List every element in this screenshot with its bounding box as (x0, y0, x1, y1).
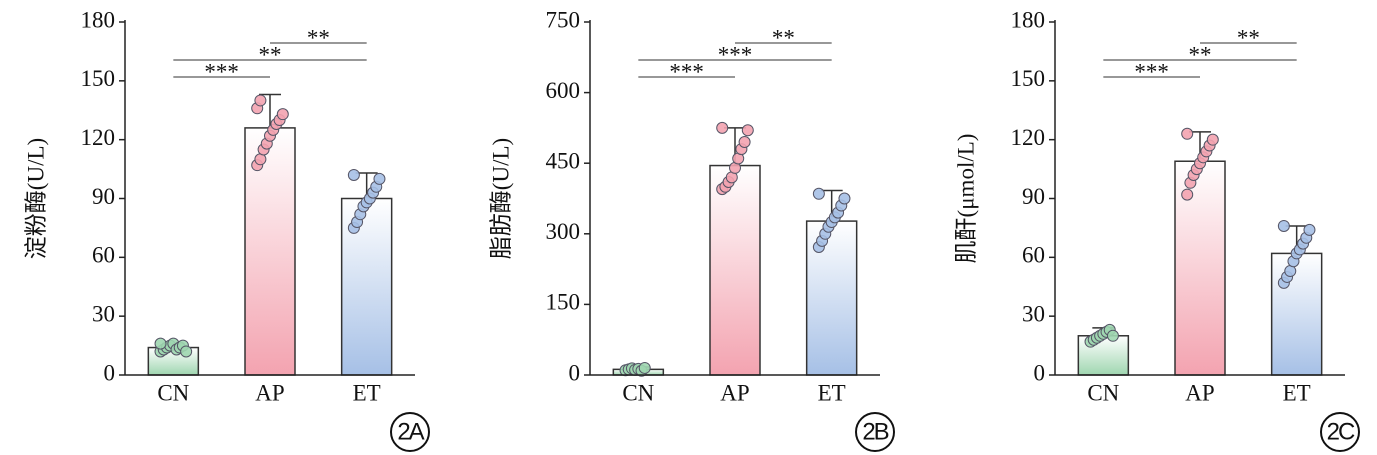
data-point (1181, 127, 1194, 140)
data-point (638, 361, 651, 374)
y-tick-label: 90 (92, 184, 115, 209)
y-tick-label: 150 (81, 66, 116, 91)
data-point (180, 345, 193, 358)
data-point (812, 187, 825, 200)
y-axis-label: 淀粉酶(U/L) (23, 138, 48, 259)
panel-label: 2A (397, 418, 424, 445)
y-tick-label: 300 (546, 219, 581, 244)
x-tick-label: CN (1087, 380, 1119, 405)
y-axis-label: 脂肪酶(U/L) (488, 138, 513, 259)
data-point (276, 108, 289, 121)
y-tick-label: 450 (546, 148, 581, 173)
x-tick-label: ET (1283, 380, 1311, 405)
data-point (373, 172, 386, 185)
significance-label: ** (772, 25, 795, 50)
significance-label: *** (718, 42, 753, 67)
y-tick-label: 180 (1011, 7, 1046, 32)
y-tick-label: 120 (81, 125, 116, 150)
data-point (254, 94, 267, 107)
bar (1270, 252, 1323, 376)
bar (709, 164, 761, 376)
significance-label: *** (204, 59, 239, 84)
x-tick-label: AP (1185, 380, 1214, 405)
y-tick-label: 30 (92, 301, 115, 326)
y-tick-label: 0 (569, 360, 581, 385)
data-point (347, 168, 360, 181)
data-point (1303, 223, 1316, 236)
data-point (741, 124, 754, 137)
data-point (1277, 219, 1290, 232)
data-point (738, 136, 751, 149)
panel-label-circle (1320, 412, 1360, 452)
y-tick-label: 30 (1022, 301, 1045, 326)
y-tick-label: 600 (546, 78, 581, 103)
significance-label: ** (307, 25, 330, 50)
x-tick-label: AP (720, 380, 749, 405)
panel-label: 2B (862, 418, 888, 445)
significance-label: ** (259, 42, 282, 67)
y-tick-label: 150 (546, 290, 581, 315)
significance-label: *** (669, 59, 704, 84)
y-tick-label: 90 (1022, 184, 1045, 209)
data-point (838, 192, 851, 205)
significance-label: ** (1189, 42, 1212, 67)
significance-label: *** (1134, 59, 1169, 84)
y-axis-label: 肌酐(μmol/L) (953, 134, 978, 264)
data-point (1181, 188, 1194, 201)
data-point (716, 121, 729, 134)
panel-label: 2C (1327, 418, 1355, 445)
panel-label-circle (390, 412, 430, 452)
x-tick-label: CN (622, 380, 654, 405)
y-tick-label: 750 (546, 7, 581, 32)
x-tick-label: AP (255, 380, 284, 405)
significance-label: ** (1237, 25, 1260, 50)
y-tick-label: 180 (81, 7, 116, 32)
data-point (1206, 133, 1219, 146)
x-tick-label: ET (353, 380, 381, 405)
x-tick-label: ET (818, 380, 846, 405)
x-tick-label: CN (157, 380, 189, 405)
data-point (154, 337, 167, 350)
y-tick-label: 60 (92, 243, 115, 268)
data-point (1106, 329, 1119, 342)
panel-label-circle (855, 412, 895, 452)
y-tick-label: 60 (1022, 243, 1045, 268)
y-tick-label: 150 (1011, 66, 1046, 91)
y-tick-label: 120 (1011, 125, 1046, 150)
y-tick-label: 0 (1034, 360, 1046, 385)
y-tick-label: 0 (104, 360, 116, 385)
